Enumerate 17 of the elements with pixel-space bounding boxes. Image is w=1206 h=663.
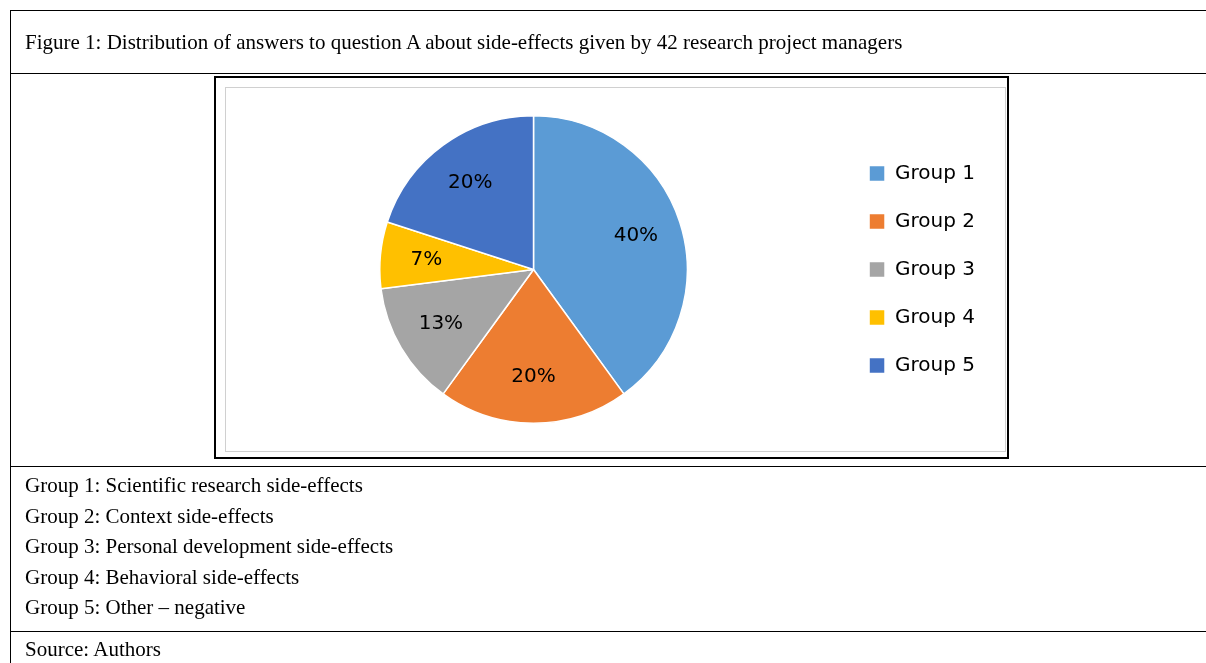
data-label: 40%: [613, 222, 659, 247]
legend-label: Group 5: [895, 351, 976, 376]
text: Group 2: Context side-effects: [25, 502, 275, 530]
data-label: 7%: [410, 245, 443, 270]
text: Group 4: Behavioral side-effects: [25, 563, 301, 591]
text: Group 5: Other – negative: [25, 594, 247, 621]
data-label: 20%: [511, 363, 556, 388]
legend-label: Group 2: [895, 207, 976, 232]
data-label: 20%: [448, 168, 493, 193]
source-note: Source: Authors: [11, 631, 1206, 663]
text: Group 1: Scientific research side-effects: [25, 472, 364, 499]
text: Group 3: Personal development side-effects: [25, 533, 394, 560]
legend-label: Group 3: [895, 255, 976, 280]
data-label: 13%: [418, 310, 464, 335]
legend-label: Group 4: [895, 303, 976, 328]
chart-title: Figure 1: Distribution of answers to question A about side-effects given by 42 research project managers: [25, 29, 903, 56]
legend-label: Group 1: [895, 159, 976, 184]
